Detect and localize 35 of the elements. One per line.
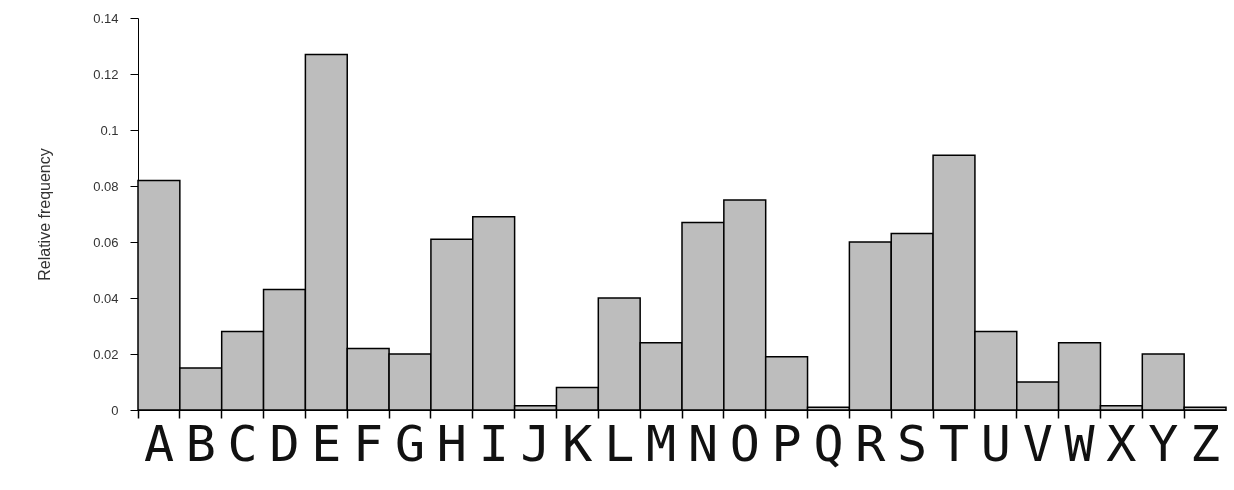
x-tick-label: I — [478, 414, 509, 473]
y-tick-label: 0.04 — [93, 290, 119, 306]
y-tick-label: 0.12 — [93, 66, 119, 82]
y-tick-label: 0.08 — [93, 178, 119, 194]
x-tick-label: C — [227, 414, 258, 473]
x-tick-label: F — [353, 414, 384, 473]
y-tick-label: 0 — [111, 402, 119, 418]
x-tick-label: J — [520, 414, 551, 473]
x-tick-label: X — [1106, 414, 1137, 473]
x-tick-label: H — [436, 414, 467, 473]
x-tick-label: O — [729, 414, 760, 473]
y-tick-label: 0.1 — [100, 122, 119, 138]
x-tick-label: W — [1064, 414, 1096, 473]
x-tick-label: G — [394, 414, 426, 473]
x-tick-label: D — [269, 414, 300, 473]
x-tick-label: K — [562, 414, 593, 473]
x-tick-label: U — [980, 414, 1011, 473]
x-tick-label: R — [855, 414, 887, 473]
x-tick-label: T — [938, 414, 970, 473]
x-tick-label: L — [604, 414, 635, 473]
x-tick-label: Y — [1148, 414, 1179, 473]
x-tick-label: P — [771, 414, 802, 473]
y-tick-label: 0.02 — [93, 346, 119, 362]
x-tick-label: B — [185, 414, 216, 473]
y-axis-title: Relative frequency — [36, 148, 54, 281]
x-tick-label: M — [646, 414, 677, 473]
x-tick-label: S — [897, 414, 928, 473]
x-tick-label: E — [311, 414, 342, 473]
x-tick-label: A — [143, 414, 174, 473]
x-tick-label: Z — [1190, 414, 1221, 473]
x-tick-label: V — [1022, 414, 1053, 473]
y-tick-label: 0.14 — [93, 10, 119, 26]
x-tick-label: N — [687, 414, 718, 473]
x-tick-label: Q — [813, 414, 844, 473]
y-tick-label: 0.06 — [93, 234, 119, 250]
